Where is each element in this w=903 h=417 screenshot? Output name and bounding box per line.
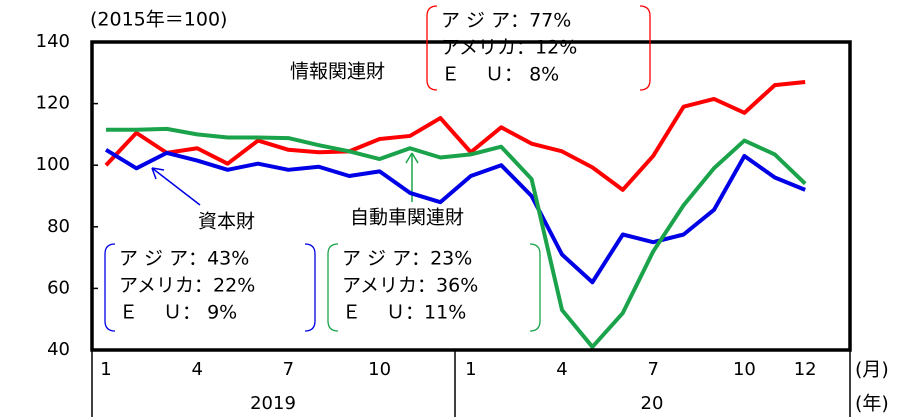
annotation-line: Ｅ Ｕ：11%: [342, 302, 466, 324]
plot-frame: [90, 40, 852, 352]
annotation-line: ア ジ ア：77%: [441, 10, 571, 32]
series-label: 自動車関連財: [350, 207, 464, 229]
annotation-line: アメリカ：36%: [342, 275, 478, 297]
x-tick-label: 10: [733, 359, 756, 380]
year-unit-label: (年): [855, 393, 889, 415]
subtitle: (2015年＝100): [90, 9, 227, 31]
x-tick-label: 7: [283, 359, 294, 380]
arrow-head: [405, 152, 419, 164]
annotation-line: Ｅ Ｕ： 8%: [441, 64, 559, 86]
year-label: 2019: [250, 393, 296, 414]
series-line: [104, 80, 806, 192]
annotation-line: ア ジ ア：43%: [119, 248, 249, 270]
bracket: [639, 5, 651, 91]
y-tick-label: 40: [47, 339, 70, 360]
x-tick-label: 4: [556, 359, 567, 380]
y-tick-label: 100: [36, 154, 70, 175]
x-tick-label: 7: [647, 359, 658, 380]
year-label: 20: [641, 393, 664, 414]
y-tick-label: 140: [36, 31, 70, 52]
x-tick-label: 1: [100, 359, 111, 380]
annotation-line: Ｅ Ｕ： 9%: [119, 302, 237, 324]
annotation-line: アメリカ：12%: [441, 37, 577, 59]
x-tick-label: 12: [794, 359, 817, 380]
arrow-head: [151, 167, 165, 180]
x-tick-label: 10: [368, 359, 391, 380]
y-tick-label: 120: [36, 93, 70, 114]
bracket: [529, 243, 541, 332]
series-line: [104, 148, 806, 285]
bracket: [304, 243, 316, 332]
x-tick-label: 1: [465, 359, 476, 380]
series-line: [106, 126, 807, 349]
x-tick-label: 4: [191, 359, 202, 380]
bracket: [327, 243, 339, 332]
arrow: [151, 167, 201, 206]
annotation-line: アメリカ：22%: [119, 275, 255, 297]
bracket: [426, 5, 438, 91]
bracket: [104, 243, 116, 332]
y-tick-label: 80: [47, 216, 70, 237]
annotation-line: ア ジ ア：23%: [342, 248, 472, 270]
series-label: 情報関連財: [290, 61, 385, 83]
x-unit-label: (月): [855, 359, 889, 381]
series-label: 資本財: [198, 211, 255, 233]
y-tick-label: 60: [47, 277, 70, 298]
